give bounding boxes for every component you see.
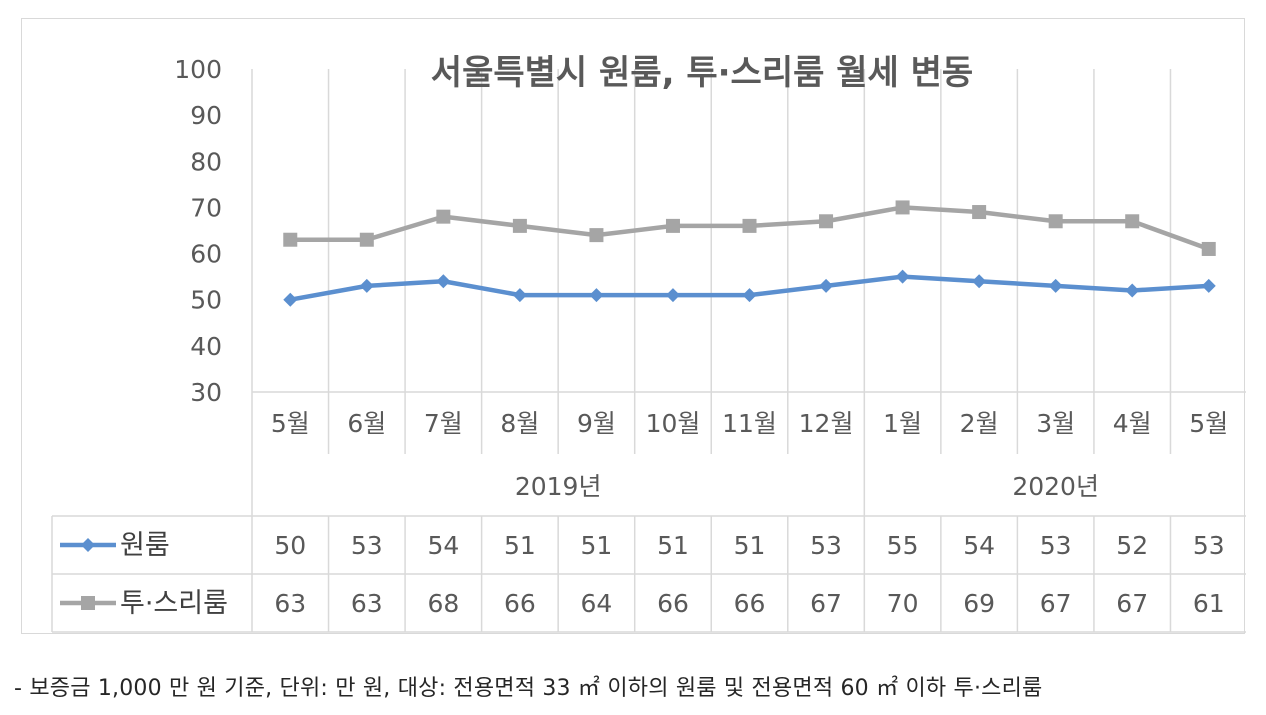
year-label: 2020년 xyxy=(1012,472,1099,501)
data-label: 61 xyxy=(1193,589,1225,618)
data-point-diamond xyxy=(1125,283,1140,298)
x-tick-label: 11월 xyxy=(722,409,777,438)
legend-label: 원룸 xyxy=(120,530,170,561)
data-point-square xyxy=(359,232,374,247)
chart-title: 서울특별시 원룸, 투·스리룸 월세 변동 xyxy=(431,53,973,93)
data-label: 67 xyxy=(810,589,842,618)
x-tick-label: 7월 xyxy=(424,409,463,438)
data-point-diamond xyxy=(283,292,298,307)
data-label: 53 xyxy=(1040,531,1072,560)
data-label: 50 xyxy=(274,531,306,560)
footnote: - 보증금 1,000 만 원 기준, 단위: 만 원, 대상: 전용면적 33… xyxy=(14,676,1043,701)
y-tick-label: 60 xyxy=(190,240,222,269)
data-point-square xyxy=(972,205,987,220)
data-label: 66 xyxy=(734,589,766,618)
data-point-diamond xyxy=(665,288,680,303)
data-label: 54 xyxy=(963,531,995,560)
y-tick-label: 80 xyxy=(190,147,222,176)
y-tick-label: 40 xyxy=(190,332,222,361)
data-point-square xyxy=(512,218,527,233)
legend-key-diamond xyxy=(81,538,95,552)
x-axis: 5월 6월 7월 8월 9월 10월 11월 12월 1월 2월 3월 4월 5월 xyxy=(271,409,1228,438)
data-point-square xyxy=(436,209,451,224)
x-tick-label: 8월 xyxy=(500,409,539,438)
y-axis: 100 90 80 70 60 50 40 30 xyxy=(174,55,222,407)
legend-label: 투·스리룸 xyxy=(120,588,228,619)
data-label: 51 xyxy=(657,531,689,560)
data-label: 63 xyxy=(274,589,306,618)
data-point-square xyxy=(589,228,604,243)
data-point-square xyxy=(665,218,680,233)
y-tick-label: 30 xyxy=(190,378,222,407)
legend-key-square xyxy=(81,596,95,610)
x-tick-label: 6월 xyxy=(347,409,386,438)
data-point-square xyxy=(895,200,910,215)
data-label: 68 xyxy=(427,589,459,618)
data-point-square xyxy=(1201,241,1216,256)
data-label: 55 xyxy=(887,531,919,560)
data-point-diamond xyxy=(1048,278,1063,293)
data-point-square xyxy=(1125,214,1140,229)
y-tick-label: 70 xyxy=(190,193,222,222)
series-layer xyxy=(283,200,1216,307)
data-label: 67 xyxy=(1116,589,1148,618)
data-label: 64 xyxy=(581,589,613,618)
x-tick-label: 2월 xyxy=(960,409,999,438)
x-tick-label: 4월 xyxy=(1113,409,1152,438)
data-point-diamond xyxy=(1201,278,1216,293)
data-point-diamond xyxy=(436,274,451,289)
x-tick-label: 5월 xyxy=(1189,409,1228,438)
data-point-diamond xyxy=(742,288,757,303)
year-label: 2019년 xyxy=(515,472,602,501)
data-label: 63 xyxy=(351,589,383,618)
data-label: 53 xyxy=(351,531,383,560)
x-tick-label: 10월 xyxy=(646,409,701,438)
data-label: 54 xyxy=(427,531,459,560)
data-label: 51 xyxy=(504,531,536,560)
data-point-diamond xyxy=(895,269,910,284)
data-point-diamond xyxy=(819,278,834,293)
data-point-diamond xyxy=(972,274,987,289)
y-tick-label: 50 xyxy=(190,286,222,315)
data-label: 67 xyxy=(1040,589,1072,618)
data-point-square xyxy=(742,218,757,233)
data-point-diamond xyxy=(359,278,374,293)
data-label: 53 xyxy=(1193,531,1225,560)
data-label: 66 xyxy=(657,589,689,618)
data-label: 51 xyxy=(581,531,613,560)
data-label: 52 xyxy=(1116,531,1148,560)
x-tick-label: 3월 xyxy=(1036,409,1075,438)
x-tick-label: 1월 xyxy=(883,409,922,438)
data-point-square xyxy=(819,214,834,229)
x-tick-label: 5월 xyxy=(271,409,310,438)
data-point-diamond xyxy=(589,288,604,303)
data-label: 70 xyxy=(887,589,919,618)
data-point-square xyxy=(1048,214,1063,229)
data-label: 53 xyxy=(810,531,842,560)
data-label: 51 xyxy=(734,531,766,560)
data-point-diamond xyxy=(512,288,527,303)
x-tick-label: 12월 xyxy=(799,409,854,438)
y-tick-label: 100 xyxy=(174,55,222,84)
y-tick-label: 90 xyxy=(190,101,222,130)
data-label: 66 xyxy=(504,589,536,618)
grid-layer xyxy=(251,69,1246,454)
data-label: 69 xyxy=(963,589,995,618)
data-point-square xyxy=(283,232,298,247)
x-tick-label: 9월 xyxy=(577,409,616,438)
